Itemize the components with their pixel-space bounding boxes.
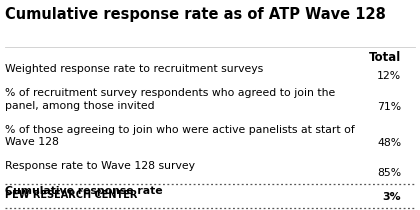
Text: 48%: 48% [377, 138, 401, 148]
Text: 3%: 3% [383, 192, 401, 202]
Text: Response rate to Wave 128 survey: Response rate to Wave 128 survey [5, 161, 195, 171]
Text: Total: Total [369, 51, 401, 64]
Text: % of those agreeing to join who were active panelists at start of
Wave 128: % of those agreeing to join who were act… [5, 125, 355, 147]
Text: 85%: 85% [377, 168, 401, 178]
Text: % of recruitment survey respondents who agreed to join the
panel, among those in: % of recruitment survey respondents who … [5, 88, 335, 111]
Text: 12%: 12% [377, 71, 401, 81]
Text: Weighted response rate to recruitment surveys: Weighted response rate to recruitment su… [5, 64, 263, 74]
Text: 71%: 71% [377, 102, 401, 112]
Text: Cumulative response rate: Cumulative response rate [5, 186, 163, 196]
Text: Cumulative response rate as of ATP Wave 128: Cumulative response rate as of ATP Wave … [5, 7, 386, 22]
Text: PEW RESEARCH CENTER: PEW RESEARCH CENTER [5, 190, 137, 200]
